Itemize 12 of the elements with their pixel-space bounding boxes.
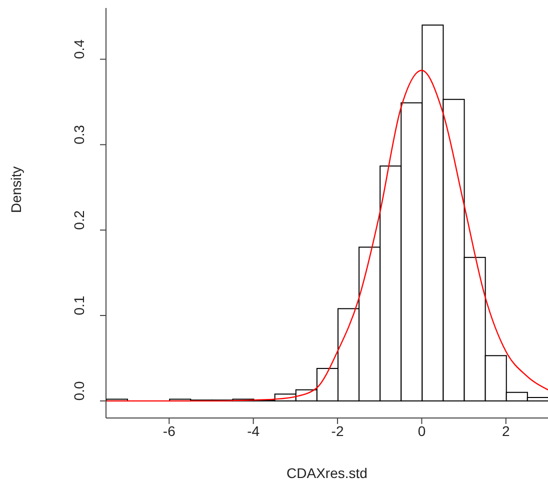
x-tick-label: -6 (162, 422, 176, 439)
y-tick-label: 0.4 (71, 39, 87, 59)
y-tick-label: 0.2 (71, 210, 87, 230)
x-tick-label: 0 (418, 422, 426, 439)
x-tick-label: -4 (247, 422, 260, 439)
y-axis-title: Density (8, 166, 24, 213)
x-tick-label: 2 (502, 422, 510, 439)
y-tick-label: 0.0 (71, 380, 87, 401)
y-tick-label: 0.1 (71, 296, 87, 316)
x-tick-label: -2 (331, 422, 344, 439)
x-axis-title: CDAXres.std (286, 465, 368, 481)
y-tick-label: 0.3 (71, 124, 87, 144)
